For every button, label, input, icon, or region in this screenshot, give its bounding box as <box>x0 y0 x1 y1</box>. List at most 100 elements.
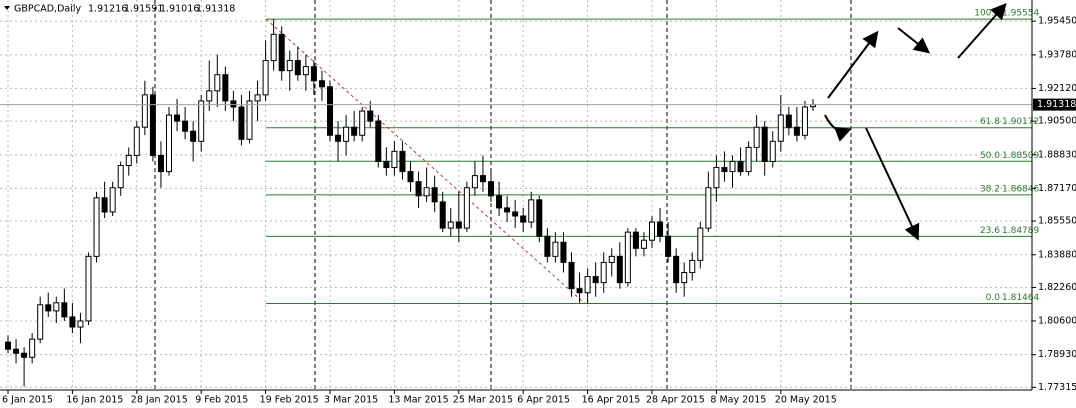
candle-body <box>649 221 655 241</box>
candle-body <box>230 100 237 108</box>
fib-price: 1.90172 <box>1002 117 1039 127</box>
candle-body <box>528 199 535 223</box>
price-label-box <box>1033 98 1076 111</box>
candle-body <box>278 33 285 72</box>
candle-body <box>182 120 189 132</box>
y-tick-label: 1.93780 <box>1038 49 1076 60</box>
candle-body <box>85 255 92 322</box>
close: 1.91318 <box>196 4 235 15</box>
symbol: GBPCAD,Daily <box>14 4 81 15</box>
candle-body <box>769 140 776 162</box>
candle-body <box>399 150 406 173</box>
x-tick-label: 9 Feb 2015 <box>195 395 248 406</box>
y-tick-label: 1.85550 <box>1038 216 1076 227</box>
y-tick-label: 1.80600 <box>1038 315 1076 326</box>
candle-body <box>141 94 148 128</box>
candle-body <box>45 304 52 312</box>
candle-body <box>705 187 712 229</box>
candle-body <box>327 86 333 136</box>
candle-body <box>254 94 261 102</box>
candle-body <box>721 167 728 173</box>
y-tick-label: 1.88830 <box>1038 149 1076 160</box>
candle-body <box>592 276 599 284</box>
fib-ratio: 100.0 <box>974 9 1000 19</box>
projection-arrows <box>824 3 1007 241</box>
candle-body <box>665 235 672 257</box>
candle-body <box>21 352 28 358</box>
candle-body <box>238 106 245 140</box>
candle-body <box>407 171 414 183</box>
candle-body <box>584 276 591 294</box>
candle-body <box>69 316 76 328</box>
candle-body <box>222 74 229 102</box>
fib-price: 1.84789 <box>1002 226 1039 236</box>
fib-trend <box>265 18 586 304</box>
x-tick-label: 6 Jan 2015 <box>2 395 53 406</box>
candle-body <box>206 90 213 102</box>
candle-body <box>343 126 350 142</box>
candle-body <box>640 239 647 249</box>
candle-body <box>431 187 438 203</box>
candle-body <box>657 221 664 237</box>
candle-body <box>109 187 116 213</box>
candle-body <box>61 302 68 318</box>
candle-body <box>415 181 422 197</box>
candle-body <box>286 60 293 72</box>
candle-body <box>536 199 543 237</box>
candle-body <box>310 66 317 82</box>
fib-price: 1.95554 <box>1002 9 1039 19</box>
candle-body <box>488 181 494 197</box>
x-tick-label: 3 Mar 2015 <box>324 395 378 406</box>
open: 1.91216 <box>88 4 127 15</box>
fib-price: 1.86846 <box>1002 184 1039 194</box>
candle-body <box>174 114 181 122</box>
candle-body <box>785 114 792 128</box>
candle-body <box>53 302 60 312</box>
candle-body <box>294 60 301 76</box>
fib-ratio: 0.0 <box>986 293 1001 303</box>
x-tick-label: 28 Apr 2015 <box>646 395 705 406</box>
candle-body <box>681 272 688 284</box>
y-tick-label: 1.83880 <box>1038 249 1076 260</box>
candle-body <box>117 165 124 189</box>
candle-body <box>552 241 559 257</box>
arrow <box>957 3 1007 59</box>
candle-body <box>198 100 205 142</box>
candle-body <box>13 348 20 354</box>
candle-body <box>262 60 269 96</box>
candle-body <box>125 154 132 167</box>
candle-body <box>93 197 100 257</box>
candle-body <box>359 110 366 136</box>
fib-ratio: 61.8 <box>980 117 1000 127</box>
fib-ratio: 50.0 <box>980 151 1000 161</box>
candle-body <box>673 255 680 284</box>
high: 1.91591 <box>124 4 163 15</box>
candle-body <box>383 160 390 169</box>
candle-body <box>447 221 454 229</box>
candle-body <box>5 341 11 350</box>
candle-body <box>616 255 623 284</box>
candle-body <box>520 215 527 223</box>
header: GBPCAD,Daily 1.91216 1.91591 1.91016 1.9… <box>4 4 235 15</box>
fib-ratio: 23.6 <box>980 226 1000 236</box>
candle-body <box>624 231 631 284</box>
candle-body <box>753 126 760 148</box>
candle-body <box>101 197 108 213</box>
y-tick-label: 1.95450 <box>1038 16 1076 27</box>
candle-body <box>737 160 744 173</box>
candle-body <box>504 207 511 213</box>
candle-body <box>496 195 503 209</box>
candle-body <box>729 160 736 173</box>
y-tick-label: 1.87170 <box>1038 183 1076 194</box>
candle-body <box>214 74 221 92</box>
candle-body <box>157 154 164 173</box>
arrow <box>865 127 920 241</box>
candle-body <box>632 231 639 249</box>
candle-body <box>166 114 172 173</box>
price-label: 1.91318 <box>1037 99 1076 110</box>
candle-body <box>777 114 784 142</box>
x-tick-label: 28 Jan 2015 <box>131 395 188 406</box>
y-tick-label: 1.92120 <box>1038 83 1076 94</box>
